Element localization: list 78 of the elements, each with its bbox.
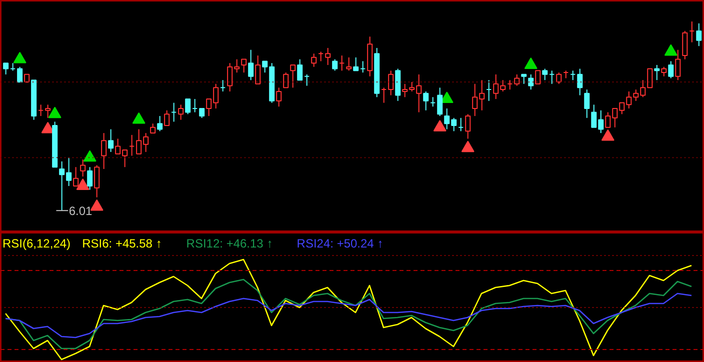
candlestick	[360, 60, 366, 74]
candlestick	[682, 30, 688, 60]
candlestick	[45, 104, 51, 118]
annotation: 6.01	[68, 204, 93, 218]
candlestick	[689, 20, 695, 43]
candlestick	[486, 80, 492, 102]
point	[601, 129, 614, 141]
candlestick	[339, 55, 345, 72]
candlestick	[381, 87, 387, 104]
candlestick	[255, 55, 261, 84]
point	[433, 120, 446, 132]
candlestick	[276, 87, 282, 108]
candlestick	[584, 89, 590, 118]
point	[48, 106, 62, 118]
candlestick	[661, 66, 667, 77]
candlestick	[437, 87, 443, 117]
candlestick	[241, 58, 247, 74]
candlestick	[528, 74, 534, 90]
candlestick	[283, 72, 289, 88]
candlestick	[297, 58, 303, 81]
candlestick	[38, 104, 44, 117]
candlestick	[311, 53, 317, 68]
candlestick	[150, 123, 156, 134]
text: RSI12: +46.13 ↑	[186, 236, 273, 250]
candlestick	[696, 22, 702, 47]
candlestick	[248, 49, 254, 81]
point	[76, 178, 90, 190]
candlestick	[521, 74, 527, 84]
candlestick	[101, 132, 107, 170]
point	[524, 58, 538, 69]
candlestick	[220, 80, 226, 92]
point	[132, 112, 146, 124]
candlestick	[346, 56, 352, 72]
candlestick	[654, 64, 660, 81]
candlestick	[325, 47, 331, 66]
point	[664, 44, 678, 56]
candlestick	[108, 128, 114, 152]
candlestick	[388, 70, 394, 96]
candlestick	[290, 64, 296, 88]
candlestick	[17, 66, 23, 82]
candlestick	[192, 98, 198, 113]
candlestick	[87, 166, 93, 190]
candlestick	[171, 102, 177, 122]
candlestick	[157, 116, 163, 132]
candlestick	[94, 164, 100, 198]
point	[13, 52, 26, 64]
candlestick	[73, 166, 79, 186]
candlestick	[178, 104, 184, 120]
point	[90, 199, 104, 211]
candlestick	[353, 56, 359, 72]
candlestick	[570, 70, 576, 81]
candlestick	[549, 70, 555, 84]
candlestick	[423, 90, 429, 111]
candlestick	[304, 74, 310, 86]
candlestick	[129, 134, 135, 156]
candlestick	[668, 60, 674, 79]
candlestick	[318, 51, 324, 62]
candlestick	[675, 49, 681, 81]
candlestick	[465, 114, 471, 140]
candlestick	[507, 80, 513, 90]
candlestick	[185, 98, 191, 115]
text: RSI24: +50.24 ↑	[296, 236, 384, 250]
candlestick	[556, 72, 562, 84]
point	[461, 140, 474, 152]
candlestick	[332, 58, 338, 72]
point	[83, 150, 96, 162]
candlestick	[542, 68, 548, 81]
candlestick	[164, 110, 170, 126]
chart-title: RSI(6,12,24)	[2, 236, 71, 250]
candlestick	[535, 70, 541, 84]
candlestick	[458, 117, 464, 132]
point	[41, 122, 54, 134]
candlestick	[430, 96, 436, 108]
candlestick	[80, 159, 86, 178]
text: RSI6: +45.58 ↑	[82, 236, 162, 250]
candlestick	[577, 68, 583, 96]
candlestick	[199, 108, 205, 118]
candlestick	[3, 62, 9, 75]
